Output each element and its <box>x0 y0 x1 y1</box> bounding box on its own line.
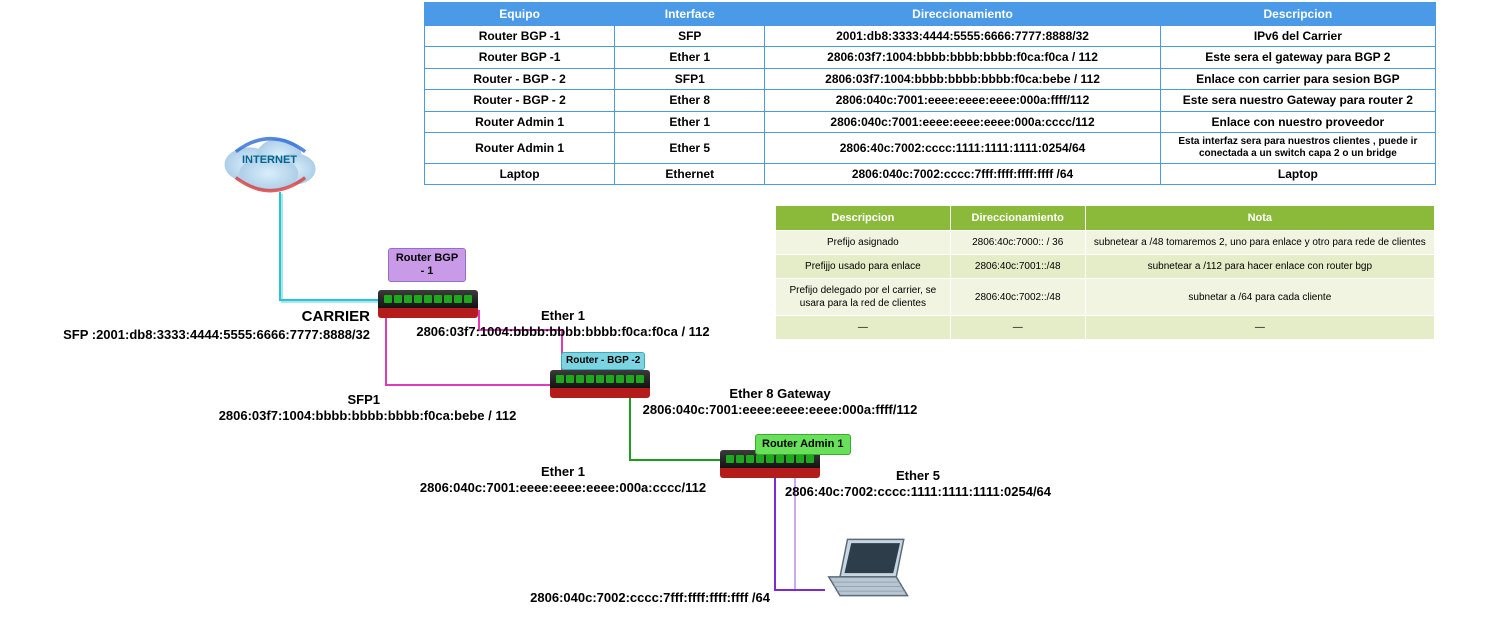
t2-h-desc: Descripcion <box>776 206 951 231</box>
table-row: LaptopEthernet2806:040c:7002:cccc:7fff:f… <box>425 163 1436 184</box>
laptop-icon <box>825 535 915 600</box>
table-row: Prefijo delegado por el carrier, se usar… <box>776 279 1435 316</box>
carrier-sfp-addr: SFP :2001:db8:3333:4444:5555:6666:7777:8… <box>10 327 370 343</box>
sfp1-block: SFP1 2806:03f7:1004:bbbb:bbbb:bbbb:f0ca:… <box>200 392 535 425</box>
prefixes-table: Descripcion Direccionamiento Nota Prefij… <box>775 205 1435 340</box>
ether5-title: Ether 5 <box>778 468 1058 484</box>
internet-label: INTERNET <box>222 154 317 166</box>
laptop-addr: 2806:040c:7002:cccc:7fff:ffff:ffff:ffff … <box>475 590 770 606</box>
table-row: Router Admin 1Ether 12806:040c:7001:eeee… <box>425 111 1436 132</box>
ether5-block: Ether 5 2806:40c:7002:cccc:1111:1111:111… <box>778 468 1058 501</box>
table-row: ——— <box>776 316 1435 340</box>
ether1b-block: Ether 1 2806:040c:7001:eeee:eeee:eeee:00… <box>408 464 718 497</box>
t1-body: Router BGP -1SFP2001:db8:3333:4444:5555:… <box>425 26 1436 185</box>
ether8-addr: 2806:040c:7001:eeee:eeee:eeee:000a:ffff/… <box>635 402 925 418</box>
table-row: Router BGP -1SFP2001:db8:3333:4444:5555:… <box>425 26 1436 47</box>
router-admin-1-tag: Router Admin 1 <box>755 434 851 455</box>
t2-h-nota: Nota <box>1085 206 1434 231</box>
t1-h-interface: Interface <box>615 3 765 26</box>
t2-body: Prefijo asignado2806:40c:7000:: / 36subn… <box>776 231 1435 340</box>
sfp1-title: SFP1 <box>200 392 535 408</box>
r1-ether1-title: Ether 1 <box>408 308 718 324</box>
ether1b-title: Ether 1 <box>408 464 718 480</box>
table-row: Prefijo asignado2806:40c:7000:: / 36subn… <box>776 231 1435 255</box>
table-row: Router - BGP - 2SFP12806:03f7:1004:bbbb:… <box>425 68 1436 89</box>
r1-ether1-block: Ether 1 2806:03f7:1004:bbbb:bbbb:bbbb:f0… <box>408 308 718 341</box>
router-bgp-2-tag: Router - BGP -2 <box>561 352 645 370</box>
table-row: Prefijjo usado para enlace2806:40c:7001:… <box>776 255 1435 279</box>
r1-ether1-addr: 2806:03f7:1004:bbbb:bbbb:bbbb:f0ca:f0ca … <box>408 324 718 340</box>
ether1b-addr: 2806:040c:7001:eeee:eeee:eeee:000a:cccc/… <box>408 480 718 496</box>
table-row: Router BGP -1Ether 12806:03f7:1004:bbbb:… <box>425 47 1436 68</box>
table-row: Router Admin 1Ether 52806:40c:7002:cccc:… <box>425 132 1436 163</box>
addressing-table: Equipo Interface Direccionamiento Descri… <box>424 2 1436 185</box>
ether8-title: Ether 8 Gateway <box>635 386 925 402</box>
t1-h-dir: Direccionamiento <box>765 3 1160 26</box>
carrier-block: CARRIER SFP :2001:db8:3333:4444:5555:666… <box>10 308 370 343</box>
ether8-block: Ether 8 Gateway 2806:040c:7001:eeee:eeee… <box>635 386 925 419</box>
t2-h-dir: Direccionamiento <box>950 206 1085 231</box>
router-bgp-1-tag: Router BGP - 1 <box>388 248 466 282</box>
carrier-title: CARRIER <box>10 308 370 327</box>
t1-h-desc: Descripcion <box>1160 3 1435 26</box>
table-row: Router - BGP - 2Ether 82806:040c:7001:ee… <box>425 90 1436 111</box>
sfp1-addr: 2806:03f7:1004:bbbb:bbbb:bbbb:f0ca:bebe … <box>200 408 535 424</box>
t1-h-equipo: Equipo <box>425 3 615 26</box>
ether5-addr: 2806:40c:7002:cccc:1111:1111:1111:0254/6… <box>778 484 1058 500</box>
